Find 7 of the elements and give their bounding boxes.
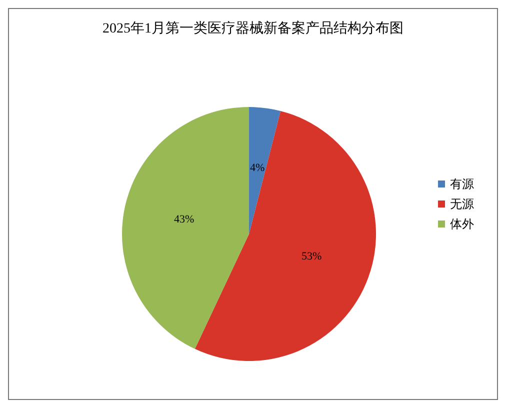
chart-title: 2025年1月第一类医疗器械新备案产品结构分布图 <box>102 20 404 36</box>
data-label: 53% <box>301 250 322 263</box>
data-label: 4% <box>250 162 265 174</box>
legend-label: 体外 <box>450 217 474 231</box>
legend-label: 无源 <box>450 197 474 211</box>
legend-label: 有源 <box>450 177 474 191</box>
data-label: 43% <box>174 213 194 226</box>
